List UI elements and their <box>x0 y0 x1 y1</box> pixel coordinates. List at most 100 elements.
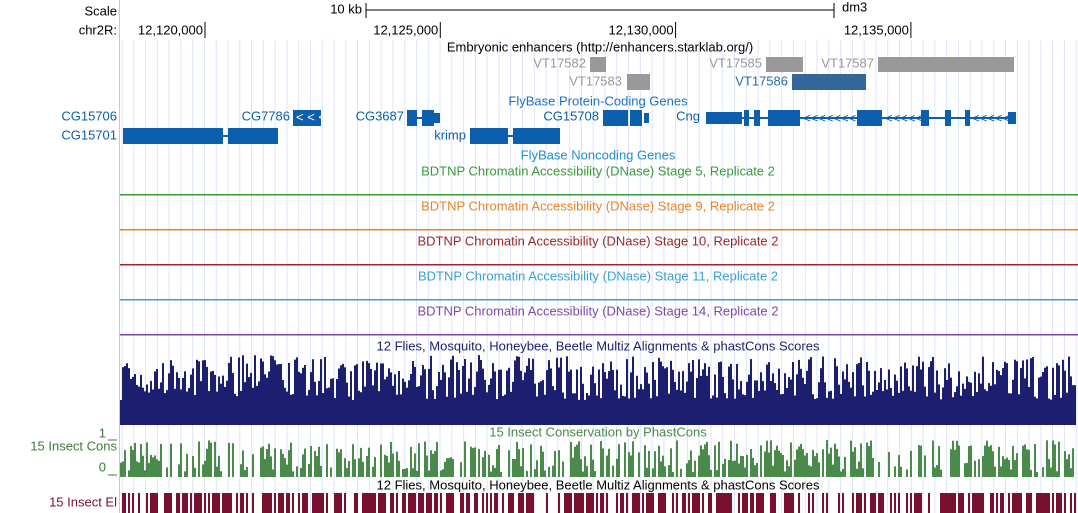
element-bar <box>744 493 746 513</box>
element-bar <box>852 493 854 513</box>
multiz-bar <box>246 363 248 425</box>
cons-bar <box>854 447 856 477</box>
element-bar <box>198 493 200 513</box>
cons-bar <box>910 450 912 477</box>
cons-bar <box>702 449 704 477</box>
element-bar <box>576 493 578 513</box>
cons-bar <box>348 460 350 477</box>
gene-exon <box>603 110 628 126</box>
cons-bar <box>1024 444 1026 477</box>
element-bar <box>742 493 744 513</box>
multiz-bar <box>348 396 350 425</box>
axis-label: 1 <box>99 425 106 440</box>
multiz-bar <box>660 361 662 425</box>
signal-baseline <box>120 334 1078 336</box>
cons-bar <box>742 456 744 477</box>
multiz-bar <box>214 374 216 425</box>
multiz-bar <box>572 393 574 425</box>
cons-bar <box>244 470 246 477</box>
gene-label: CG3687 <box>356 108 404 123</box>
element-bar <box>682 493 684 513</box>
element-bar <box>494 493 496 513</box>
multiz-bar <box>888 369 890 425</box>
multiz-bar <box>358 390 360 425</box>
multiz-bar <box>1010 393 1012 425</box>
multiz-bar <box>776 389 778 425</box>
multiz-bar <box>926 396 928 425</box>
multiz-bar <box>862 385 864 425</box>
cons-bar <box>534 469 536 477</box>
element-bar <box>606 493 608 513</box>
multiz-bar <box>778 368 780 425</box>
multiz-bar <box>414 366 416 425</box>
element-bar <box>890 493 892 513</box>
cons-bar <box>424 441 426 477</box>
element-bar <box>1026 493 1028 513</box>
element-bar <box>980 493 982 513</box>
multiz-bar <box>532 358 534 425</box>
multiz-bar <box>790 379 792 425</box>
cons-bar <box>652 468 654 477</box>
cons-bar <box>630 455 632 477</box>
element-bar <box>738 493 740 513</box>
multiz-bar <box>1072 385 1074 425</box>
track-title: FlyBase Protein-Coding Genes <box>508 93 688 108</box>
gene-exon <box>945 110 951 126</box>
cons-bar <box>860 443 862 477</box>
element-bar <box>422 493 424 513</box>
element-bar <box>306 493 308 513</box>
multiz-bar <box>902 390 904 425</box>
position-label: 12,130,000 <box>609 22 674 37</box>
multiz-bar <box>330 378 332 425</box>
cons-bar <box>340 449 342 477</box>
multiz-bar <box>472 394 474 425</box>
cons-bar <box>388 462 390 477</box>
element-bar <box>546 493 548 513</box>
element-bar <box>222 493 224 513</box>
multiz-bar <box>590 374 592 425</box>
multiz-bar <box>980 383 982 425</box>
cons-bar <box>968 446 970 477</box>
multiz-bar <box>1056 363 1058 425</box>
element-bar <box>512 493 514 513</box>
cons-bar <box>412 468 414 477</box>
element-bar <box>860 493 862 513</box>
multiz-bar <box>562 392 564 425</box>
cons-bar <box>582 471 584 477</box>
multiz-bar <box>846 364 848 425</box>
element-bar <box>996 493 998 513</box>
element-bar <box>264 493 266 513</box>
multiz-bar <box>476 371 478 425</box>
cons-bar <box>632 441 634 477</box>
cons-bar <box>788 466 790 477</box>
element-bar <box>954 493 956 513</box>
cons-bar <box>442 469 444 477</box>
multiz-bar <box>812 394 814 425</box>
multiz-bar <box>734 398 736 425</box>
multiz-bar <box>448 377 450 425</box>
element-bar <box>402 493 404 513</box>
track-title: BDTNP Chromatin Accessibility (DNase) St… <box>421 198 775 213</box>
multiz-bar <box>938 384 940 425</box>
multiz-bar <box>548 360 550 425</box>
cons-bar <box>210 442 212 477</box>
multiz-bar <box>362 361 364 425</box>
element-bar <box>1016 493 1018 513</box>
element-bar <box>990 493 992 513</box>
multiz-bar <box>174 388 176 425</box>
cons-bar <box>402 469 404 477</box>
multiz-bar <box>196 359 198 425</box>
multiz-bar <box>176 372 178 425</box>
cons-bar <box>778 450 780 477</box>
cons-bar <box>850 440 852 477</box>
cons-bar <box>1056 471 1058 477</box>
cons-bar <box>150 454 152 477</box>
multiz-bar <box>654 379 656 425</box>
cons-bar <box>612 465 614 477</box>
cons-bar <box>416 470 418 477</box>
multiz-bar <box>900 366 902 425</box>
cons-bar <box>1008 459 1010 477</box>
multiz-bar <box>550 368 552 425</box>
cons-bar <box>998 446 1000 477</box>
cons-bar <box>966 462 968 477</box>
